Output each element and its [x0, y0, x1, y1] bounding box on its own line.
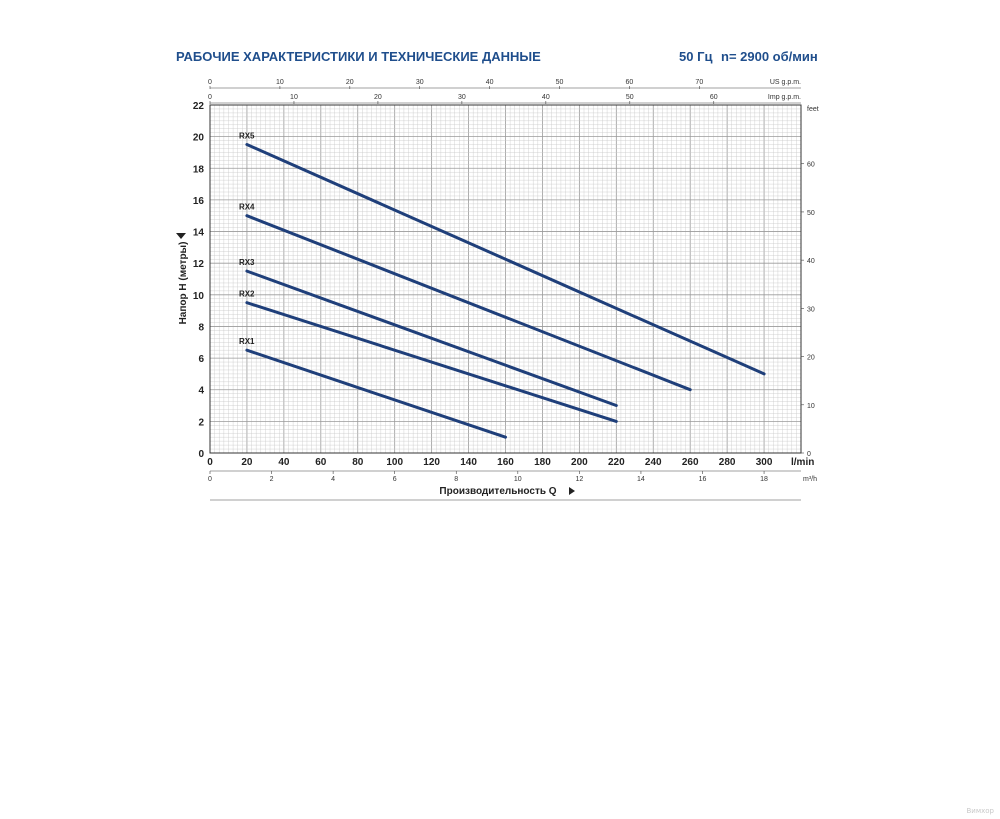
page-title: РАБОЧИЕ ХАРАКТЕРИСТИКИ И ТЕХНИЧЕСКИЕ ДАН… — [176, 49, 541, 64]
imp-gpm-tick-label: 10 — [290, 94, 298, 101]
us-gpm-tick-label: 30 — [416, 79, 424, 86]
x-tick-label: 40 — [278, 457, 290, 468]
feet-tick-label: 10 — [807, 403, 815, 410]
series-label-rx2: RX2 — [239, 290, 255, 299]
m3h-unit-label: m³/h — [803, 476, 817, 483]
feet-tick-label: 0 — [807, 451, 811, 458]
y-tick-label: 12 — [193, 259, 205, 270]
m3h-tick-label: 16 — [699, 476, 707, 483]
frequency-label: 50 Гц — [679, 49, 713, 64]
feet-tick-label: 40 — [807, 258, 815, 265]
x-tick-label: 20 — [241, 457, 253, 468]
x-axis-title: Производительность Q — [439, 486, 556, 497]
x-tick-label: 120 — [423, 457, 440, 468]
y-tick-label: 22 — [193, 101, 205, 112]
m3h-tick-label: 0 — [208, 476, 212, 483]
us-gpm-tick-label: 20 — [346, 79, 354, 86]
us-gpm-tick-label: 10 — [276, 79, 284, 86]
us-gpm-tick-label: 60 — [626, 79, 634, 86]
x-tick-label: 260 — [682, 457, 699, 468]
feet-tick-label: 20 — [807, 355, 815, 362]
imp-gpm-tick-label: 50 — [626, 94, 634, 101]
x-tick-label: 60 — [315, 457, 327, 468]
m3h-tick-label: 2 — [270, 476, 274, 483]
y-tick-label: 18 — [193, 164, 205, 175]
watermark: Вимхор — [966, 807, 994, 815]
y-tick-label: 0 — [198, 449, 204, 460]
us-gpm-tick-label: 70 — [695, 79, 703, 86]
m3h-tick-label: 12 — [575, 476, 583, 483]
imp-gpm-tick-label: 0 — [208, 94, 212, 101]
x-tick-label: 200 — [571, 457, 588, 468]
imp-gpm-unit-label: Imp g.p.m. — [768, 94, 801, 101]
x-tick-label: 140 — [460, 457, 477, 468]
imp-gpm-tick-label: 40 — [542, 94, 550, 101]
x-unit-label: l/min — [791, 457, 814, 468]
feet-tick-label: 60 — [807, 162, 815, 169]
x-tick-label: 160 — [497, 457, 514, 468]
m3h-tick-label: 8 — [454, 476, 458, 483]
feet-tick-label: 30 — [807, 306, 815, 313]
x-tick-label: 240 — [645, 457, 662, 468]
us-gpm-tick-label: 40 — [486, 79, 494, 86]
m3h-tick-label: 18 — [760, 476, 768, 483]
y-tick-label: 4 — [198, 386, 204, 397]
x-tick-label: 220 — [608, 457, 625, 468]
imp-gpm-tick-label: 60 — [710, 94, 718, 101]
y-tick-label: 14 — [193, 228, 205, 239]
x-tick-label: 180 — [534, 457, 551, 468]
imp-gpm-tick-label: 30 — [458, 94, 466, 101]
y-tick-label: 6 — [198, 354, 204, 365]
series-line-rx3 — [245, 269, 618, 407]
x-tick-label: 280 — [719, 457, 736, 468]
x-tick-label: 80 — [352, 457, 364, 468]
series-line-rx4 — [245, 214, 692, 392]
m3h-tick-label: 4 — [331, 476, 335, 483]
series-line-rx5 — [245, 143, 766, 376]
us-gpm-tick-label: 50 — [556, 79, 564, 86]
m3h-tick-label: 10 — [514, 476, 522, 483]
series-label-rx3: RX3 — [239, 258, 255, 267]
y-tick-label: 2 — [198, 417, 204, 428]
speed-label: n= 2900 об/мин — [721, 49, 818, 64]
series-line-rx1 — [245, 348, 507, 439]
feet-unit-label: feet — [807, 106, 819, 113]
y-axis-arrow-icon — [176, 233, 186, 239]
series-label-rx1: RX1 — [239, 337, 255, 346]
series-line-rx2 — [245, 301, 618, 423]
feet-tick-label: 50 — [807, 210, 815, 217]
x-tick-label: 0 — [207, 457, 213, 468]
series-label-rx4: RX4 — [239, 203, 255, 212]
m3h-tick-label: 6 — [393, 476, 397, 483]
imp-gpm-tick-label: 20 — [374, 94, 382, 101]
x-tick-label: 300 — [756, 457, 773, 468]
plot-frame — [209, 104, 802, 454]
y-tick-label: 8 — [198, 322, 204, 333]
y-axis-title: Напор H (метры) — [178, 242, 189, 325]
us-gpm-unit-label: US g.p.m. — [770, 79, 801, 86]
us-gpm-tick-label: 0 — [208, 79, 212, 86]
y-tick-label: 16 — [193, 196, 205, 207]
series-label-rx5: RX5 — [239, 132, 255, 141]
x-axis-arrow-icon — [569, 487, 575, 495]
m3h-tick-label: 14 — [637, 476, 645, 483]
y-tick-label: 10 — [193, 291, 205, 302]
y-tick-label: 20 — [193, 133, 205, 144]
x-tick-label: 100 — [386, 457, 403, 468]
